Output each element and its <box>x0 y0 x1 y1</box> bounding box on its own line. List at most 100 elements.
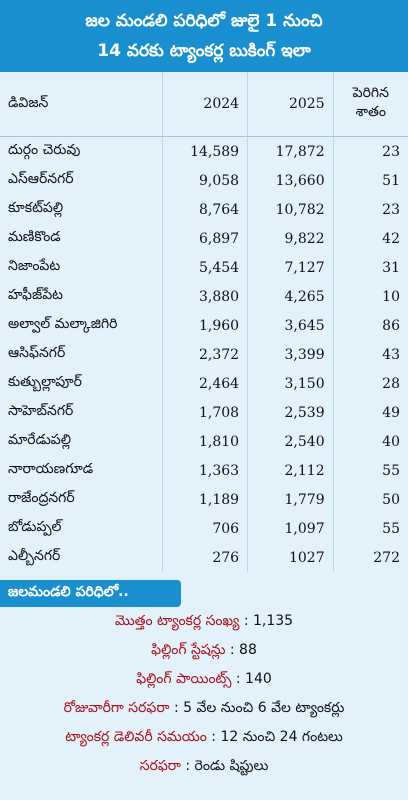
summary-label: మొత్తం ట్యాంకర్ల సంఖ్య <box>114 613 240 629</box>
table-cell: ఎల్బీనగర్ <box>8 548 61 564</box>
table-cell: కుత్బుల్లాపూర్ <box>8 374 82 390</box>
table-cell: 1,779 <box>247 485 334 514</box>
summary-value: : 12 నుంచి 24 గంటలు <box>211 729 343 745</box>
table-cell: 14,589 <box>161 136 248 166</box>
table-cell: 23 <box>332 136 408 166</box>
table-row: ఆసిఫ్‌నగర్ 2,372 3,399 43 <box>0 340 408 369</box>
table-cell: ఎస్ఆర్‌నగర్ <box>8 171 74 187</box>
table-cell: కూకట్‌పల్లి <box>8 200 64 216</box>
summary-item: ట్యాంకర్ల డెలివరీ సమయం : 12 నుంచి 24 గంట… <box>0 723 408 752</box>
table-cell: 9,058 <box>161 166 248 195</box>
table-cell: 55 <box>332 456 408 485</box>
table-body: దుర్గం చెరువు 14,589 17,872 23 ఎస్ఆర్‌నగర్ 9,… <box>0 136 408 572</box>
table-cell: 28 <box>332 369 408 398</box>
summary-heading: జలమండలి పరిధిలో.. <box>0 580 181 607</box>
table-cell: 40 <box>332 427 408 456</box>
table-cell: 1,810 <box>161 427 248 456</box>
table-cell: మారేడుపల్లి <box>8 432 72 448</box>
table-cell: 3,399 <box>247 340 334 369</box>
column-header: పెరిగిన శాతం <box>332 72 408 137</box>
table-cell: 5,454 <box>161 253 248 282</box>
table-cell: 2,112 <box>247 456 334 485</box>
summary-label: ట్యాంకర్ల డెలివరీ సమయం <box>65 729 207 745</box>
summary-value: : 88 <box>229 642 257 658</box>
table-cell: 2,539 <box>247 398 334 427</box>
table-cell: దుర్గం చెరువు <box>8 142 81 158</box>
table-cell: సాహెబ్‌నగర్ <box>8 403 74 419</box>
table-cell: 10 <box>332 282 408 311</box>
table-row: ఎల్బీనగర్ 276 1027 272 <box>0 543 408 572</box>
header: జల మండలి పరిధిలో జులై 1 నుంచి 14 వరకు ట్… <box>0 0 408 72</box>
header-row: డివిజన్ 2024 2025 పెరిగిన శాతం <box>0 72 408 137</box>
column-header: డివిజన్ <box>0 72 163 137</box>
table-cell: 50 <box>332 485 408 514</box>
table-cell: 1,363 <box>161 456 248 485</box>
table-cell: 2,372 <box>161 340 248 369</box>
table-cell: అల్వాల్ మల్కాజిగిరి <box>8 316 118 332</box>
table-cell: బోడుప్పల్ <box>8 519 62 535</box>
table-cell: 7,127 <box>247 253 334 282</box>
summary-item: ఫిల్లింగ్ పాయింట్స్ : 140 <box>0 665 408 694</box>
table-row: హఫీజ్‌పేట 3,880 4,265 10 <box>0 282 408 311</box>
table-cell: 1027 <box>247 543 334 572</box>
table-cell: 3,645 <box>247 311 334 340</box>
summary-item: రోజువారీగా సరఫరా : 5 వేల నుంచి 6 వేల ట్య… <box>0 694 408 723</box>
summary-label: ఫిల్లింగ్ పాయింట్స్ <box>136 671 232 687</box>
table-row: నారాయణగూడ 1,363 2,112 55 <box>0 456 408 485</box>
table-cell: 31 <box>332 253 408 282</box>
table-cell: 4,265 <box>247 282 334 311</box>
summary-label: సరఫరా <box>139 758 181 774</box>
summary-label: ఫిల్లింగ్ స్టేషన్లు <box>151 642 226 658</box>
table-row: మారేడుపల్లి 1,810 2,540 40 <box>0 427 408 456</box>
table-row: రాజేంద్రనగర్ 1,189 1,779 50 <box>0 485 408 514</box>
table-cell: 49 <box>332 398 408 427</box>
table-cell: 42 <box>332 224 408 253</box>
table-cell: 272 <box>332 543 408 572</box>
table-cell: 706 <box>161 514 248 543</box>
table-row: అల్వాల్ మల్కాజిగిరి 1,960 3,645 86 <box>0 311 408 340</box>
table-cell: 3,880 <box>161 282 248 311</box>
table: డివిజన్ 2024 2025 పెరిగిన శాతం దుర్గం చెరువ… <box>0 72 408 572</box>
summary-value: : 1,135 <box>243 613 294 629</box>
table-cell: 2,540 <box>247 427 334 456</box>
table-cell: 55 <box>332 514 408 543</box>
table-cell: 1,189 <box>161 485 248 514</box>
summary-item: మొత్తం ట్యాంకర్ల సంఖ్య : 1,135 <box>0 607 408 636</box>
table-cell: మణికొండ <box>8 229 61 245</box>
column-header: 2024 <box>161 72 248 137</box>
table-cell: నారాయణగూడ <box>8 461 94 477</box>
summary-value: : 5 వేల నుంచి 6 వేల ట్యాంకర్లు <box>173 700 345 716</box>
table-row: దుర్గం చెరువు 14,589 17,872 23 <box>0 136 408 166</box>
table-row: కుత్బుల్లాపూర్ 2,464 3,150 28 <box>0 369 408 398</box>
title-line: 14 వరకు ట్యాంకర్ల బుకింగ్ ఇలా <box>97 41 311 61</box>
table-cell: 10,782 <box>247 195 334 224</box>
table-cell: హఫీజ్‌పేట <box>8 287 63 303</box>
table-cell: 51 <box>332 166 408 195</box>
title-line: జల మండలి పరిధిలో జులై 1 నుంచి <box>85 11 323 31</box>
table-row: కూకట్‌పల్లి 8,764 10,782 23 <box>0 195 408 224</box>
table-cell: 8,764 <box>161 195 248 224</box>
table-cell: 86 <box>332 311 408 340</box>
summary-item: ఫిల్లింగ్ స్టేషన్లు : 88 <box>0 636 408 665</box>
summary-list: మొత్తం ట్యాంకర్ల సంఖ్య : 1,135 ఫిల్లింగ్ … <box>0 607 408 781</box>
table-row: మణికొండ 6,897 9,822 42 <box>0 224 408 253</box>
table-row: సాహెబ్‌నగర్ 1,708 2,539 49 <box>0 398 408 427</box>
table-cell: 2,464 <box>161 369 248 398</box>
table-row: బోడుప్పల్ 706 1,097 55 <box>0 514 408 543</box>
summary-item: సరఫరా : రెండు షిప్టులు <box>0 752 408 781</box>
table-row: నిజాంపేట 5,454 7,127 31 <box>0 253 408 282</box>
column-header: 2025 <box>247 72 334 137</box>
table-cell: 1,708 <box>161 398 248 427</box>
table-cell: నిజాంపేట <box>8 258 61 274</box>
table-cell: 1,097 <box>247 514 334 543</box>
summary-value: : 140 <box>235 671 272 687</box>
table-cell: ఆసిఫ్‌నగర్ <box>8 345 66 361</box>
summary-label: రోజువారీగా సరఫరా <box>63 700 170 716</box>
table-cell: రాజేంద్రనగర్ <box>8 490 75 506</box>
table-cell: 17,872 <box>247 136 334 166</box>
table-cell: 43 <box>332 340 408 369</box>
table-row: ఎస్ఆర్‌నగర్ 9,058 13,660 51 <box>0 166 408 195</box>
table-cell: 9,822 <box>247 224 334 253</box>
table-cell: 3,150 <box>247 369 334 398</box>
